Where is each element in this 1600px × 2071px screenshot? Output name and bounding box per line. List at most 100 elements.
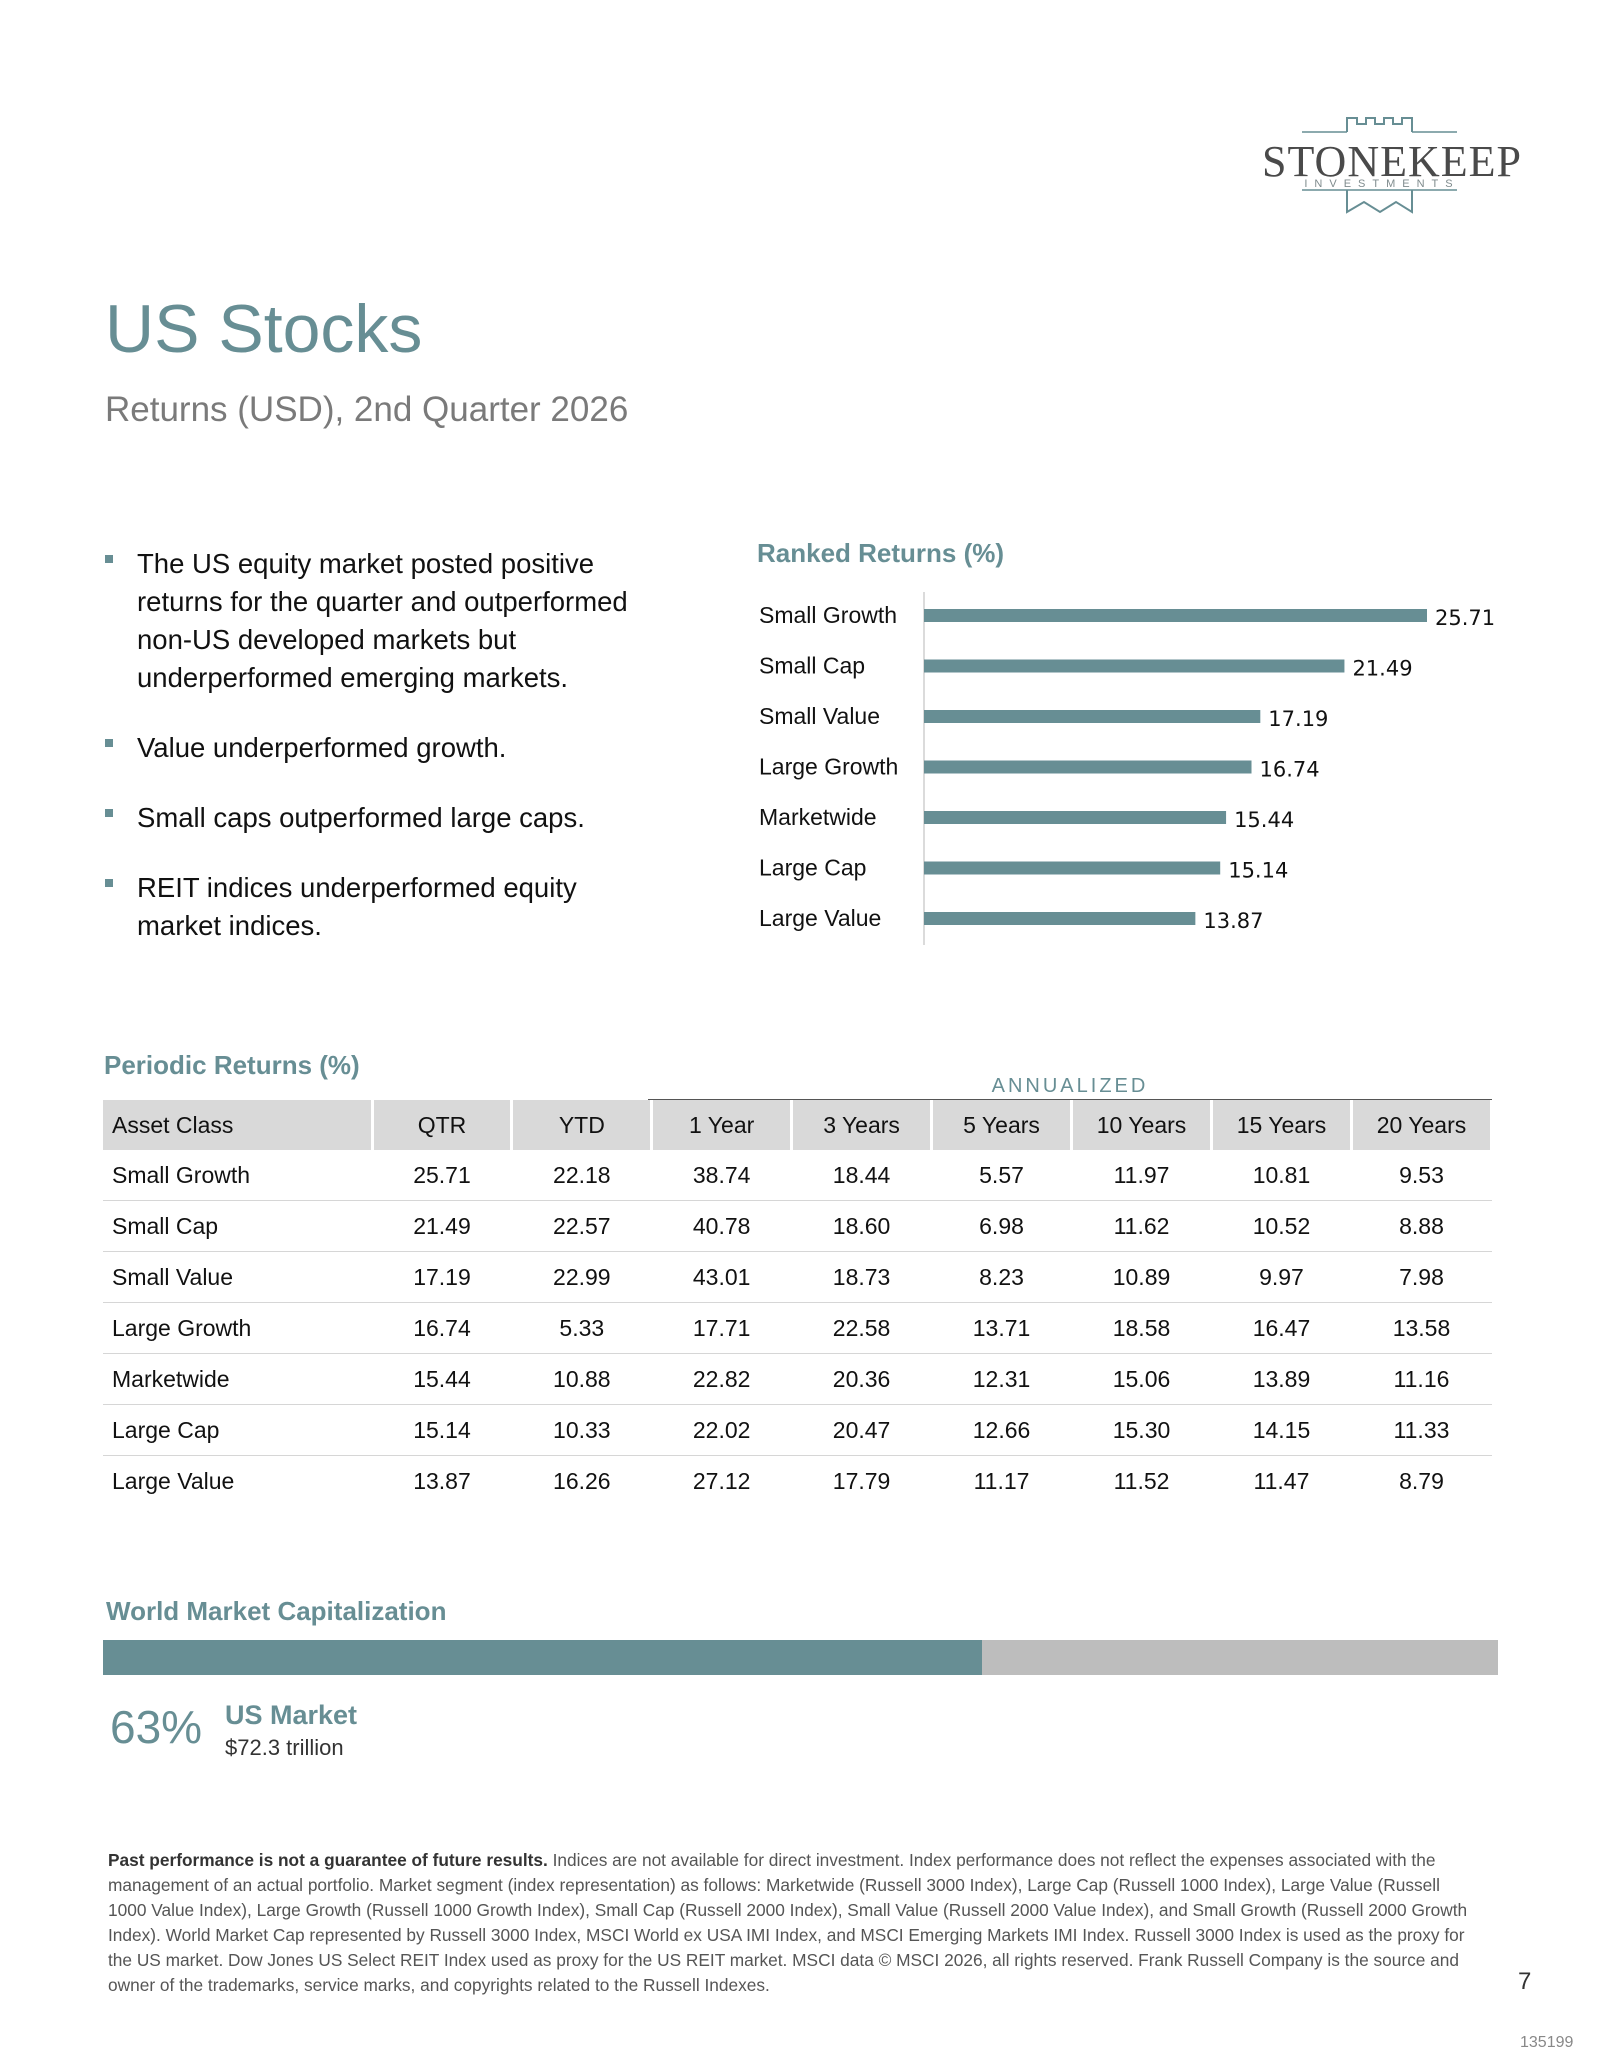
return-cell: 5.57 xyxy=(931,1150,1072,1201)
return-cell: 18.58 xyxy=(1071,1302,1212,1354)
data-label: 17.19 xyxy=(1268,707,1328,731)
category-label: Large Growth xyxy=(759,754,898,780)
return-cell: 7.98 xyxy=(1351,1251,1492,1303)
return-cell: 22.82 xyxy=(651,1353,792,1405)
data-label: 16.74 xyxy=(1260,758,1320,782)
column-header: 20 Years xyxy=(1351,1100,1494,1150)
page-title: US Stocks xyxy=(105,291,423,367)
world-market-cap-bar xyxy=(103,1640,1498,1675)
return-cell: 27.12 xyxy=(692,1467,751,1494)
return-cell: 22.99 xyxy=(511,1251,652,1303)
return-cell: 13.87 xyxy=(413,1467,471,1494)
asset-class-cell: Large Cap xyxy=(103,1404,373,1456)
return-cell: 10.52 xyxy=(1211,1200,1352,1252)
table-header-row: Asset Class QTR YTD 1 Year 3 Years 5 Years 10 … xyxy=(103,1100,1494,1150)
bullet-item: Small caps outperformed large caps. xyxy=(105,799,665,837)
table-row: Large Growth 16.74 5.33 17.71 22.58 13.71 18.5… xyxy=(103,1302,1492,1354)
bullet-item: Value underperformed growth. xyxy=(105,729,665,767)
bar xyxy=(924,659,1345,673)
table-row: Small Growth 25.71 22.18 38.74 18.44 5.57 11.9… xyxy=(103,1150,1492,1201)
bar xyxy=(924,760,1252,774)
return-cell: 6.98 xyxy=(931,1200,1072,1252)
return-cell: 16.47 xyxy=(1211,1302,1352,1354)
column-header: 5 Years xyxy=(931,1100,1074,1150)
data-label: 15.44 xyxy=(1234,808,1294,832)
disclaimer-text: Past performance is not a guarantee of f… xyxy=(108,1850,1468,1995)
us-market-share-fill xyxy=(103,1640,982,1675)
data-label: 15.14 xyxy=(1228,859,1288,883)
table-row: Marketwide 15.44 10.88 22.82 20.36 12.31 15.06… xyxy=(103,1353,1492,1405)
periodic-returns-title: Periodic Returns (%) xyxy=(104,1050,360,1080)
return-cell: 17.19 xyxy=(372,1251,512,1303)
category-label: Large Cap xyxy=(759,855,866,881)
return-cell: 12.66 xyxy=(931,1404,1072,1456)
page-subtitle: Returns (USD), 2nd Quarter 2026 xyxy=(105,390,629,429)
return-cell: 11.33 xyxy=(1351,1404,1492,1456)
return-cell: 22.02 xyxy=(651,1404,792,1456)
asset-class-cell: Small Growth xyxy=(103,1150,373,1201)
return-cell: 22.57 xyxy=(511,1200,652,1252)
category-label: Large Value xyxy=(759,905,881,931)
return-cell: 15.14 xyxy=(372,1404,512,1456)
return-cell: 15.44 xyxy=(372,1353,512,1405)
bar xyxy=(924,811,1227,824)
column-header: 15 Years xyxy=(1211,1100,1353,1150)
return-cell: 9.97 xyxy=(1211,1251,1352,1303)
category-label: Marketwide xyxy=(759,804,877,830)
page-number: 7 xyxy=(1518,1968,1532,1995)
return-cell: 13.58 xyxy=(1351,1302,1492,1354)
us-market-value: $72.3 trillion xyxy=(225,1735,344,1760)
return-cell: 10.33 xyxy=(511,1404,652,1456)
return-cell: 17.71 xyxy=(651,1302,792,1354)
us-market-label: US Market xyxy=(225,1700,358,1730)
bullet-square-icon xyxy=(105,879,113,887)
data-label: 21.49 xyxy=(1352,657,1412,681)
bar xyxy=(924,710,1261,723)
bar xyxy=(924,912,1196,925)
ranked-returns-chart: Small Growth 25.71 Small Cap 21.49 Small Val… xyxy=(759,592,1495,945)
return-cell: 22.18 xyxy=(511,1150,652,1201)
periodic-returns-table: Asset Class QTR YTD 1 Year 3 Years 5 Years 10 … xyxy=(103,1100,1494,1507)
return-cell: 11.47 xyxy=(1253,1467,1310,1494)
data-label: 25.71 xyxy=(1435,606,1495,630)
table-row: Large Value 13.87 16.26 27.12 17.79 11.17 11.5… xyxy=(103,1456,1492,1507)
return-cell: 20.36 xyxy=(791,1353,932,1405)
return-cell: 8.79 xyxy=(1399,1467,1444,1494)
category-label: Small Value xyxy=(759,703,880,729)
return-cell: 14.15 xyxy=(1211,1404,1352,1456)
column-header: QTR xyxy=(372,1100,514,1150)
column-header: 1 Year xyxy=(651,1100,794,1150)
logo-wordmark: STONEKEEP xyxy=(1262,137,1522,186)
return-cell: 38.74 xyxy=(651,1150,792,1201)
bullet-square-icon xyxy=(105,555,113,563)
asset-class-cell: Small Cap xyxy=(103,1200,373,1252)
bar xyxy=(924,861,1221,875)
bar xyxy=(924,609,1427,622)
bullet-square-icon xyxy=(105,809,113,817)
return-cell: 16.74 xyxy=(372,1302,512,1354)
return-cell: 11.97 xyxy=(1071,1150,1212,1201)
return-cell: 8.88 xyxy=(1351,1200,1492,1252)
return-cell: 10.88 xyxy=(511,1353,652,1405)
return-cell: 8.23 xyxy=(931,1251,1072,1303)
asset-class-cell: Marketwide xyxy=(103,1353,373,1405)
annualized-label: ANNUALIZED xyxy=(991,1075,1149,1097)
asset-class-cell: Large Growth xyxy=(103,1302,373,1354)
return-cell: 12.31 xyxy=(931,1353,1072,1405)
return-cell: 10.81 xyxy=(1211,1150,1352,1201)
bullet-item: REIT indices underperformed equity marke… xyxy=(105,869,665,945)
return-cell: 18.44 xyxy=(791,1150,932,1201)
column-header: 3 Years xyxy=(791,1100,934,1150)
return-cell: 9.53 xyxy=(1351,1150,1492,1201)
return-cell: 11.16 xyxy=(1351,1353,1492,1405)
return-cell: 11.62 xyxy=(1071,1200,1212,1252)
return-cell: 5.33 xyxy=(511,1302,652,1354)
column-header: YTD xyxy=(511,1100,654,1150)
return-cell: 15.30 xyxy=(1071,1404,1212,1456)
return-cell: 15.06 xyxy=(1071,1353,1212,1405)
document-id: 135199 xyxy=(1520,2034,1574,2051)
return-cell: 25.71 xyxy=(372,1150,512,1201)
table-row: Small Cap 21.49 22.57 40.78 18.60 6.98 11.62 10… xyxy=(103,1200,1492,1252)
return-cell: 43.01 xyxy=(651,1251,792,1303)
category-label: Small Cap xyxy=(759,653,865,679)
